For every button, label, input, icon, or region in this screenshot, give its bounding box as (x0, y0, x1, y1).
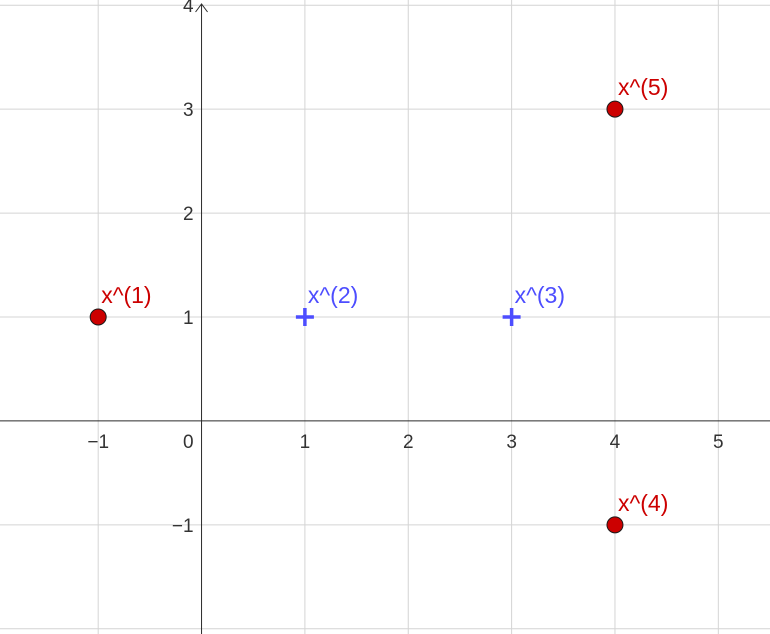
y-tick-label: 3 (183, 100, 194, 121)
point-marker (606, 100, 624, 118)
x-tick-label: 2 (403, 432, 414, 453)
y-tick-label: 4 (183, 0, 194, 17)
point-label: x^(1) (101, 282, 151, 308)
x-tick-label: 3 (506, 432, 517, 453)
x-tick-label: 4 (610, 432, 621, 453)
point-marker (606, 516, 624, 534)
point-marker (502, 308, 521, 326)
y-tick-label: −1 (172, 516, 194, 537)
x-tick-label: 5 (713, 432, 724, 453)
x-tick-label: −1 (87, 432, 109, 453)
y-tick-label: 1 (183, 308, 194, 329)
y-tick-label: 2 (183, 204, 194, 225)
origin-label: 0 (183, 432, 194, 453)
x-tick-label: 1 (300, 432, 311, 453)
point-label: x^(2) (308, 282, 358, 308)
point-label: x^(5) (618, 74, 668, 100)
data-points: x^(1) x^(2) x^(3) x^(4) x^(5) (89, 74, 668, 534)
axes (0, 3, 770, 634)
point-label: x^(4) (618, 490, 668, 516)
y-axis-arrow (195, 3, 208, 13)
point-label: x^(3) (515, 282, 565, 308)
point-marker (89, 308, 107, 326)
tick-labels: −1 1 2 3 4 5 −1 1 2 3 4 0 (87, 0, 723, 537)
point-marker (295, 308, 314, 326)
